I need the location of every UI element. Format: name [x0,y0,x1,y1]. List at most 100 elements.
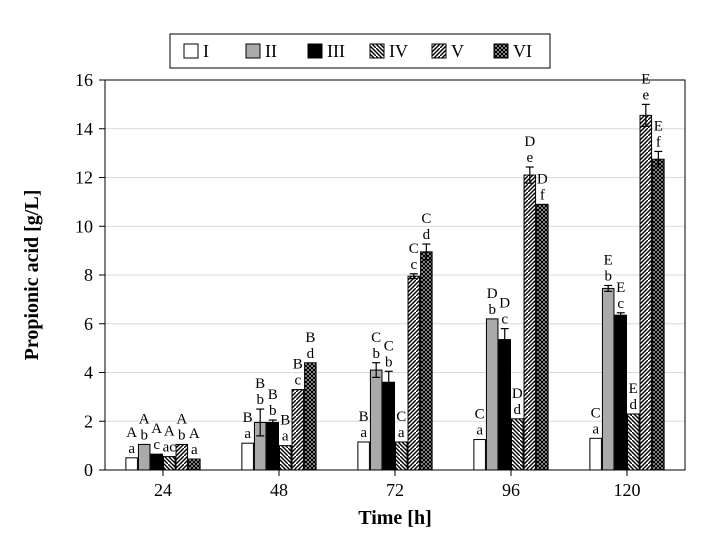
bar-72-II [370,370,382,470]
svg-text:120: 120 [614,480,641,500]
legend-swatch-V [432,44,446,58]
y-axis-label: Propionic acid [g/L] [21,190,43,361]
bar-120-III [615,315,627,470]
annotation: B [255,376,265,392]
annotation: D [524,134,535,150]
legend-swatch-I [184,44,198,58]
annotation: c [153,437,160,453]
svg-text:2: 2 [84,411,93,431]
annotation: C [475,407,485,423]
annotation: ac [163,440,177,456]
bar-96-V [524,175,536,470]
annotation: C [371,330,381,346]
annotation: a [360,425,367,441]
bar-72-VI [421,252,433,470]
legend-swatch-IV [370,44,384,58]
annotation: d [307,346,315,362]
annotation: d [423,227,431,243]
annotation: D [512,386,523,402]
bar-24-IV [164,457,176,470]
annotation: d [630,397,638,413]
annotation: B [268,387,278,403]
annotation: B [280,413,290,429]
annotation: b [256,392,264,408]
annotation: c [617,296,624,312]
svg-text:0: 0 [84,460,93,480]
svg-text:10: 10 [75,216,93,236]
annotation: d [514,402,522,418]
bar-120-VI [653,159,665,470]
annotation: b [178,427,186,443]
annotation: A [176,411,187,427]
legend-label-VI: VI [513,41,532,61]
annotation: a [282,429,289,445]
annotation: c [294,373,301,389]
annotation: a [398,425,405,441]
svg-text:12: 12 [75,168,93,188]
annotation: B [359,409,369,425]
svg-text:72: 72 [386,480,404,500]
svg-text:24: 24 [154,480,172,500]
annotation: D [499,296,510,312]
bar-120-IV [628,414,640,470]
bar-24-V [176,444,188,470]
annotation: C [396,409,406,425]
annotation: a [191,442,198,458]
annotation: f [656,134,661,150]
bar-96-VI [537,204,549,470]
svg-text:6: 6 [84,314,93,334]
bar-120-V [640,115,652,470]
bar-72-I [358,442,370,470]
annotation: C [409,241,419,257]
bar-120-I [590,438,602,470]
legend-swatch-VI [494,44,508,58]
svg-text:16: 16 [75,70,93,90]
bar-96-IV [512,419,524,470]
bar-chart: 024681012141624AaAbAcAacAbAa48BaBbBbBaBc… [0,0,718,540]
legend-box [170,34,550,68]
annotation: B [243,410,253,426]
svg-text:4: 4 [84,363,93,383]
annotation: E [604,252,613,268]
annotation: E [641,71,650,87]
annotation: E [629,381,638,397]
annotation: D [537,171,548,187]
legend-label-I: I [203,41,209,61]
bar-120-II [602,288,614,470]
annotation: e [642,87,649,103]
bar-24-VI [189,459,201,470]
legend-label-III: III [327,41,345,61]
annotation: a [128,441,135,457]
bar-96-I [474,440,486,470]
legend-label-V: V [451,41,464,61]
annotation: b [604,268,612,284]
annotation: b [385,354,393,370]
annotation: b [140,427,148,443]
svg-text:48: 48 [270,480,288,500]
annotation: A [139,411,150,427]
bar-48-III [267,422,279,470]
annotation: E [616,280,625,296]
x-axis-label: Time [h] [358,507,432,529]
bar-48-VI [305,363,317,470]
annotation: a [244,426,251,442]
bar-96-III [499,340,511,470]
svg-text:14: 14 [75,119,93,139]
bar-24-II [138,444,150,470]
svg-text:96: 96 [502,480,520,500]
bar-48-I [242,443,254,470]
annotation: c [501,312,508,328]
bar-96-II [486,319,498,470]
annotation: E [654,118,663,134]
legend-label-IV: IV [389,41,408,61]
bar-48-IV [280,446,292,470]
legend-swatch-III [308,44,322,58]
annotation: e [526,150,533,166]
annotation: A [189,426,200,442]
annotation: A [164,424,175,440]
annotation: f [540,187,545,203]
bar-24-I [126,458,138,470]
annotation: c [410,257,417,273]
svg-text:8: 8 [84,265,93,285]
annotation: C [591,405,601,421]
